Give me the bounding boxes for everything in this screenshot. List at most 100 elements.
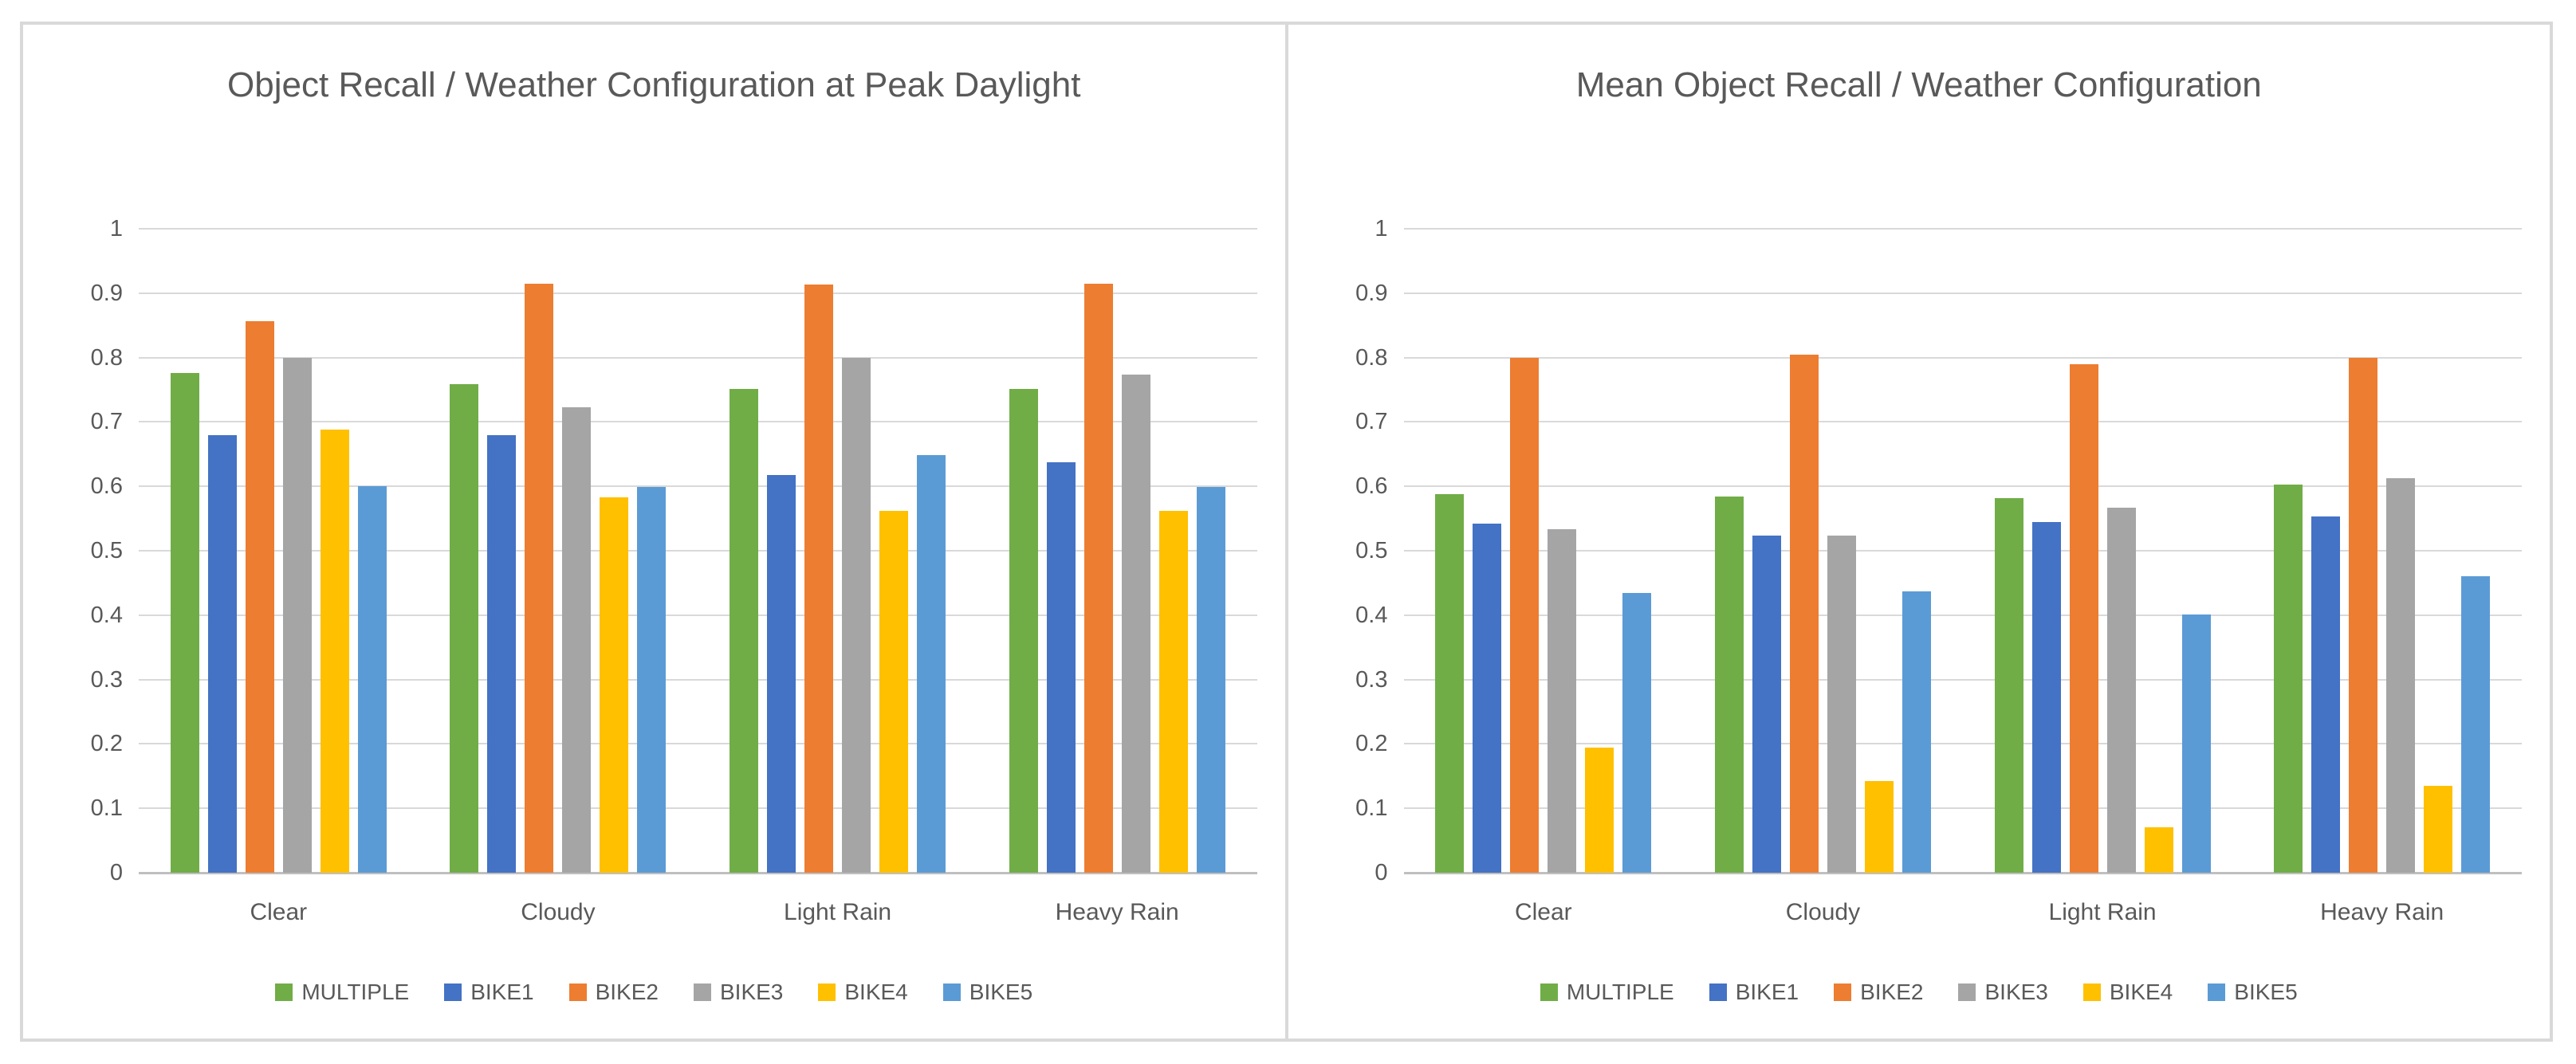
legend-item-bike3[interactable]: BIKE3 (693, 980, 784, 1004)
bar-bike1-clear[interactable] (207, 434, 237, 873)
chart-panel-mean-recall[interactable]: Mean Object Recall / Weather Configurati… (1288, 22, 2553, 1042)
bar-group-heavy-rain (977, 229, 1257, 873)
bar-bike5-clear[interactable] (357, 486, 387, 873)
legend-label-bike2: BIKE2 (1860, 980, 1924, 1004)
bar-multiple-heavy-rain[interactable] (1009, 389, 1038, 873)
bar-bike4-heavy-rain[interactable] (2424, 785, 2453, 873)
legend-label-bike1: BIKE1 (470, 980, 534, 1004)
gridline (1403, 292, 2522, 294)
legend-swatch-bike4 (2082, 984, 2101, 1001)
bar-bike2-clear[interactable] (245, 321, 274, 873)
bar-multiple-heavy-rain[interactable] (2274, 484, 2303, 873)
legend: MULTIPLE BIKE1 BIKE2 BIKE3 BIKE4 BIKE5 (1288, 973, 2550, 1011)
legend-item-bike4[interactable]: BIKE4 (818, 980, 908, 1004)
legend-item-bike2[interactable]: BIKE2 (568, 980, 659, 1004)
y-tick-label-1: 1 (109, 216, 123, 241)
bar-bike4-heavy-rain[interactable] (1158, 510, 1188, 873)
y-tick-label-0.9: 0.9 (1355, 280, 1388, 306)
bar-bike3-clear[interactable] (282, 357, 312, 873)
legend-item-bike4[interactable]: BIKE4 (2082, 980, 2173, 1004)
bar-bike3-clear[interactable] (1548, 529, 1577, 873)
legend-item-bike5[interactable]: BIKE5 (942, 980, 1033, 1004)
bar-bike2-cloudy[interactable] (525, 283, 554, 873)
y-tick-label-0.2: 0.2 (90, 731, 123, 757)
legend-label-bike5: BIKE5 (969, 980, 1033, 1004)
x-category-label-light-rain: Light Rain (2048, 899, 2157, 925)
gridline (139, 485, 1257, 488)
x-category-label-heavy-rain: Heavy Rain (2320, 899, 2444, 925)
bar-bike3-heavy-rain[interactable] (2386, 477, 2416, 873)
legend-item-multiple[interactable]: MULTIPLE (1540, 980, 1674, 1004)
bar-bike1-light-rain[interactable] (2031, 521, 2061, 873)
bar-multiple-light-rain[interactable] (730, 389, 759, 873)
bar-bike5-light-rain[interactable] (917, 454, 946, 873)
bar-bike1-clear[interactable] (1473, 524, 1502, 873)
y-tick-label-0.5: 0.5 (1355, 538, 1388, 563)
bar-bike3-cloudy[interactable] (1827, 535, 1856, 873)
x-category-label-heavy-rain: Heavy Rain (1055, 899, 1179, 925)
legend-item-bike5[interactable]: BIKE5 (2208, 980, 2298, 1004)
y-tick-label-0.3: 0.3 (90, 666, 123, 693)
legend-label-bike3: BIKE3 (719, 980, 784, 1004)
bar-bike5-cloudy[interactable] (1902, 591, 1931, 873)
x-category-label-clear: Clear (1514, 899, 1572, 925)
bar-bike3-light-rain[interactable] (842, 357, 871, 873)
bar-group-light-rain (698, 229, 977, 873)
legend-item-bike1[interactable]: BIKE1 (1709, 980, 1799, 1004)
bar-multiple-clear[interactable] (1435, 493, 1465, 873)
bar-bike1-cloudy[interactable] (1752, 535, 1781, 873)
y-tick-label-0.4: 0.4 (90, 602, 123, 628)
bar-multiple-cloudy[interactable] (1714, 497, 1744, 873)
legend-item-bike1[interactable]: BIKE1 (444, 980, 534, 1004)
bar-bike1-heavy-rain[interactable] (1046, 461, 1076, 873)
bar-bike3-cloudy[interactable] (562, 406, 592, 873)
bar-bike3-heavy-rain[interactable] (1121, 375, 1150, 873)
legend-item-bike2[interactable]: BIKE2 (1834, 980, 1923, 1004)
bar-group-clear (1404, 229, 1684, 873)
bar-bike3-light-rain[interactable] (2106, 507, 2136, 873)
gridline (1403, 356, 2522, 359)
x-category-label-cloudy: Cloudy (521, 899, 596, 925)
bar-multiple-cloudy[interactable] (450, 383, 479, 873)
bar-bike4-cloudy[interactable] (1864, 781, 1894, 873)
x-axis-line (139, 872, 1257, 874)
bar-bike5-heavy-rain[interactable] (1196, 487, 1225, 873)
bar-group-cloudy (1683, 229, 1963, 873)
bar-bike2-light-rain[interactable] (2069, 363, 2098, 873)
gridline (139, 550, 1257, 552)
bar-bike1-cloudy[interactable] (487, 435, 517, 873)
legend-swatch-bike5 (942, 984, 961, 1001)
legend-swatch-bike2 (1834, 984, 1852, 1001)
bar-bike2-heavy-rain[interactable] (1083, 283, 1113, 873)
legend-swatch-bike5 (2208, 984, 2226, 1001)
bar-bike2-heavy-rain[interactable] (2349, 357, 2378, 873)
bar-bike4-light-rain[interactable] (2144, 827, 2173, 873)
bar-multiple-light-rain[interactable] (1994, 497, 2023, 873)
bar-bike2-cloudy[interactable] (1789, 354, 1819, 873)
y-tick-label-0.5: 0.5 (90, 538, 123, 563)
legend-item-multiple[interactable]: MULTIPLE (275, 980, 409, 1004)
bar-bike4-clear[interactable] (1585, 748, 1614, 873)
bar-bike4-light-rain[interactable] (879, 510, 909, 873)
bar-bike1-heavy-rain[interactable] (2311, 516, 2341, 873)
bar-group-clear (139, 229, 419, 873)
bar-bike5-cloudy[interactable] (637, 487, 667, 873)
y-tick-label-0.8: 0.8 (1355, 344, 1388, 371)
bar-bike5-light-rain[interactable] (2181, 614, 2211, 873)
chart-panel-peak-daylight[interactable]: Object Recall / Weather Configuration at… (20, 22, 1288, 1042)
legend-swatch-bike1 (444, 984, 462, 1001)
bar-bike5-heavy-rain[interactable] (2461, 575, 2491, 873)
legend: MULTIPLE BIKE1 BIKE2 BIKE3 BIKE4 BIKE5 (23, 973, 1285, 1011)
bar-bike2-clear[interactable] (1510, 357, 1540, 873)
legend-item-bike3[interactable]: BIKE3 (1958, 980, 2048, 1004)
bar-multiple-clear[interactable] (170, 373, 199, 873)
bar-bike2-light-rain[interactable] (804, 284, 834, 873)
bar-bike1-light-rain[interactable] (767, 475, 796, 873)
legend-swatch-multiple (275, 984, 293, 1001)
gridline (139, 743, 1257, 745)
chart-title: Object Recall / Weather Configuration at… (227, 65, 1081, 104)
bar-bike4-cloudy[interactable] (600, 497, 629, 873)
charts-canvas: Object Recall / Weather Configuration at… (20, 22, 2553, 1042)
bar-bike5-clear[interactable] (1622, 592, 1652, 873)
bar-bike4-clear[interactable] (320, 430, 349, 873)
